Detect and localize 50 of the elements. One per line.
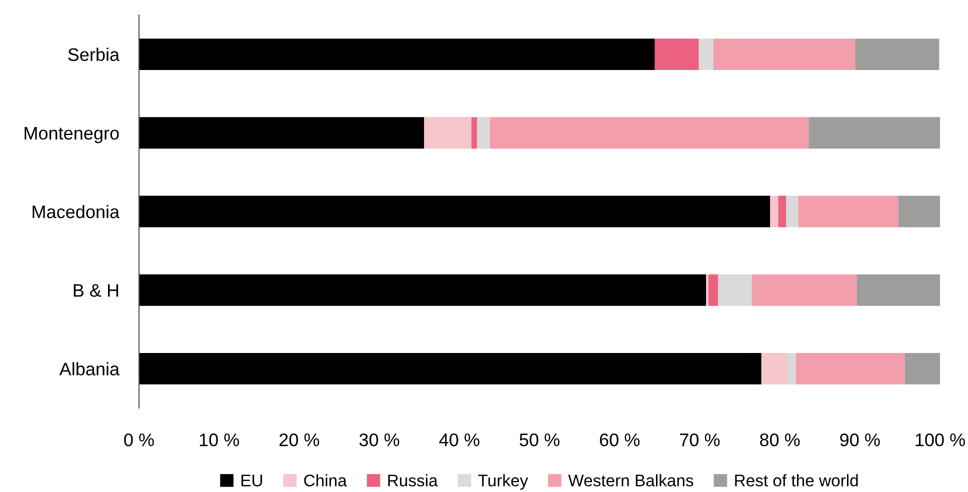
y-tick-label: B & H: [74, 284, 118, 297]
legend-label: Turkey: [478, 474, 528, 490]
bar: [471, 117, 478, 149]
legend-label: China: [304, 474, 347, 486]
bar: [770, 196, 778, 228]
x-tick-label: 10 %: [200, 433, 240, 446]
y-tick-label: Serbia: [68, 48, 120, 62]
x-tick-label: 0 %: [124, 433, 154, 446]
bar: [778, 196, 786, 228]
bar: [855, 38, 940, 70]
bar: [904, 352, 940, 384]
bar: [477, 117, 490, 149]
x-tick-label: 60 %: [600, 433, 640, 446]
bar: [706, 274, 709, 306]
bar: [718, 274, 752, 306]
x-tick-label: 90 %: [840, 433, 880, 446]
bar: [808, 117, 940, 149]
bar: [708, 274, 718, 306]
x-tick-label: 100 %: [916, 433, 965, 446]
bar: [139, 274, 706, 306]
bar: [796, 352, 905, 384]
y-tick-label: Montenegro: [24, 127, 119, 144]
bar: [752, 274, 857, 306]
bar: [139, 117, 424, 149]
bar: [856, 274, 940, 306]
bar: [898, 196, 940, 228]
x-tick-label: 20 %: [280, 433, 320, 446]
bar: [786, 196, 798, 228]
bar: [424, 117, 472, 149]
y-tick-label: Macedonia: [32, 204, 120, 218]
bar: [139, 38, 655, 70]
legend-label: Russia: [388, 474, 438, 486]
bar: [490, 117, 809, 149]
bar: [798, 196, 898, 228]
legend-label: EU: [242, 474, 262, 486]
legend-label: Rest of the world: [735, 474, 858, 486]
bar: [654, 38, 699, 70]
bar: [698, 38, 714, 70]
x-tick-label: 70 %: [680, 433, 720, 446]
bar: [761, 352, 788, 384]
bar: [139, 196, 770, 228]
legend-label: Western Balkans: [568, 474, 694, 486]
x-tick-label: 30 %: [359, 433, 400, 446]
x-tick-label: 40 %: [439, 433, 480, 446]
bar: [713, 38, 856, 70]
bar: [139, 352, 762, 384]
x-tick-label: 50 %: [520, 433, 560, 446]
bar: [787, 352, 796, 384]
y-tick-label: Albania: [59, 362, 120, 376]
x-tick-label: 80 %: [760, 433, 800, 446]
